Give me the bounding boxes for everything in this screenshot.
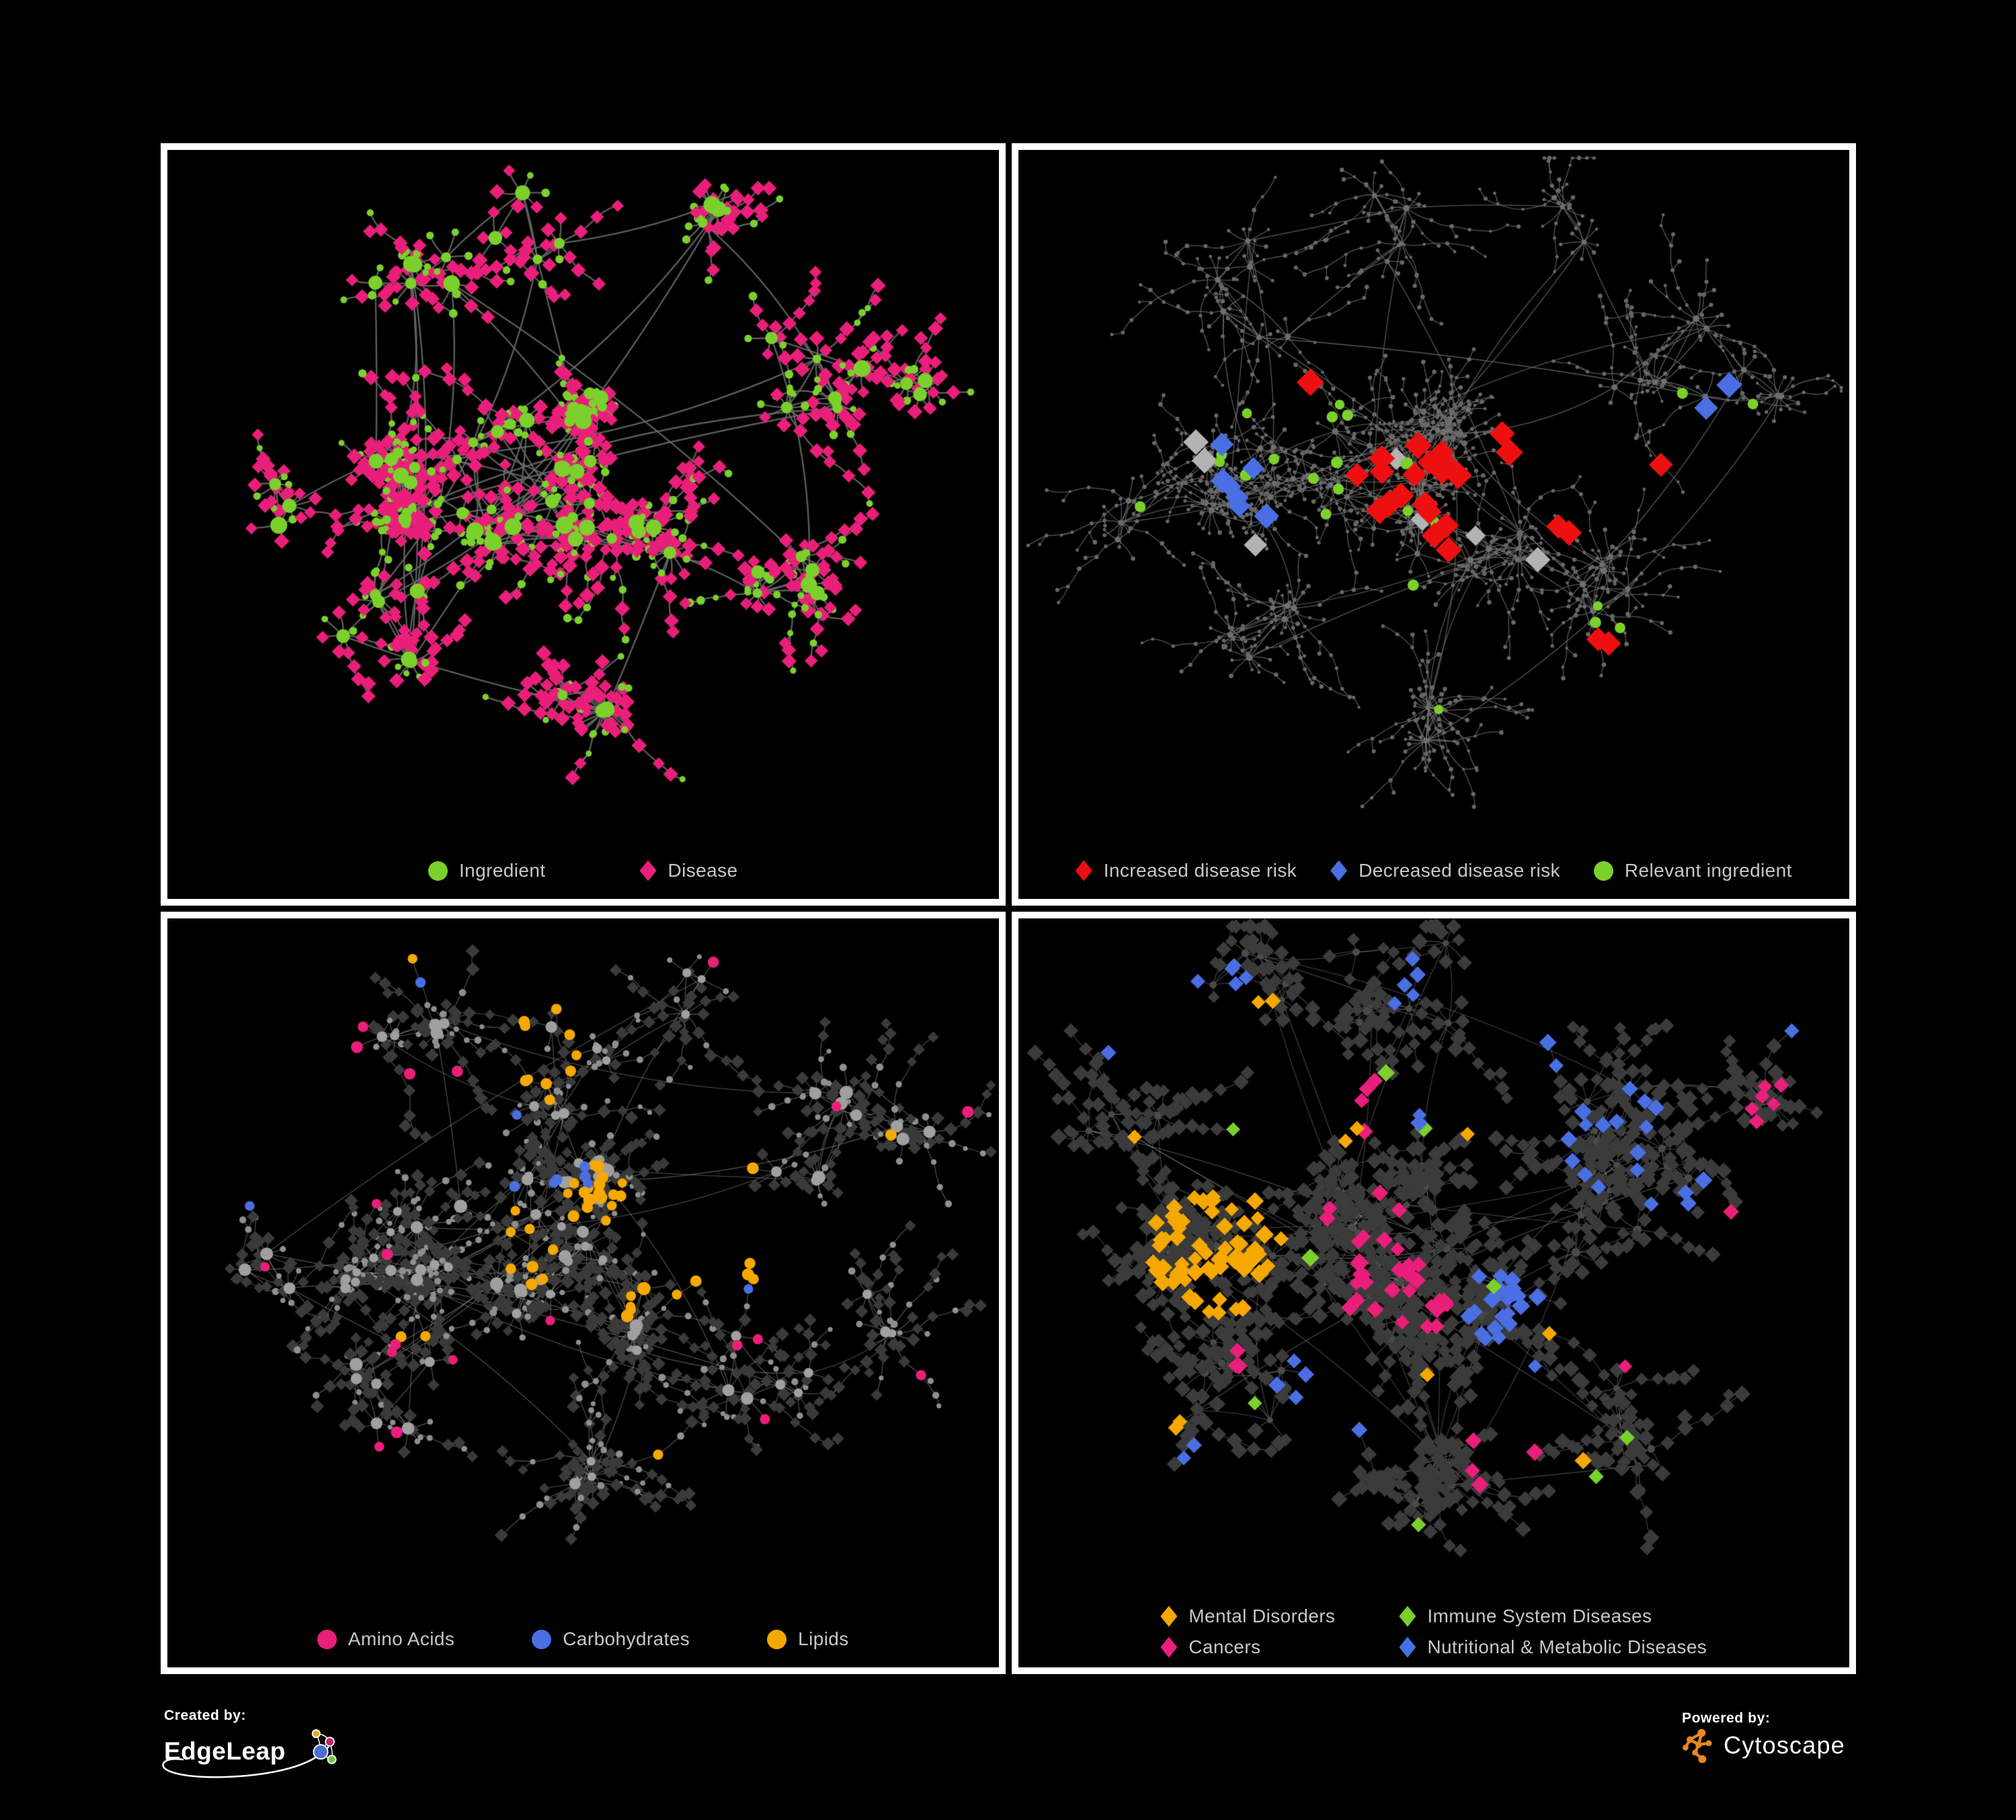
edgeleap-node-green <box>327 1754 337 1764</box>
edgeleap-node-magenta <box>325 1737 335 1747</box>
edgeleap-wordmark: EdgeLeap <box>164 1737 286 1766</box>
circle-marker-icon <box>767 1629 787 1649</box>
diamond-marker-icon <box>1330 860 1348 881</box>
legend-item-cancers: Cancers <box>1160 1636 1335 1658</box>
network-canvas-disease-categories <box>1018 918 1849 1667</box>
circle-marker-icon <box>428 861 448 881</box>
cytoscape-wordmark: Cytoscape <box>1724 1731 1845 1759</box>
legend-item-immune-system-diseases: Immune System Diseases <box>1399 1606 1707 1627</box>
legend-label: Relevant ingredient <box>1624 860 1792 881</box>
legend-item-carbohydrates: Carbohydrates <box>532 1628 690 1650</box>
cytoscape-logo-icon <box>1683 1729 1712 1763</box>
edgeleap-logo-icon <box>311 1729 337 1764</box>
legend-label: Lipids <box>798 1628 849 1649</box>
legend-label: Decreased disease risk <box>1359 860 1560 881</box>
network-panels-grid: Ingredient Disease Increased disease risk… <box>161 143 1856 1674</box>
diamond-marker-icon <box>1160 1636 1178 1658</box>
legend-label: Disease <box>668 860 738 881</box>
edgeleap-node-blue <box>313 1744 329 1760</box>
legend-label: Cancers <box>1188 1636 1261 1657</box>
cytoscape-branding: Powered by: <box>1682 1710 1845 1763</box>
edgeleap-swoosh-icon <box>162 1746 329 1778</box>
legend-label: Nutritional & Metabolic Diseases <box>1427 1636 1707 1657</box>
legend-item-disease: Disease <box>639 860 738 881</box>
panel-nutrients: Amino Acids Carbohydrates Lipids <box>161 912 1006 1674</box>
edgeleap-node-orange <box>311 1729 321 1739</box>
legend-label: Increased disease risk <box>1103 860 1297 881</box>
circle-marker-icon <box>1593 861 1613 881</box>
panel-ingredient-disease: Ingredient Disease <box>161 143 1006 906</box>
powered-by-label: Powered by: <box>1682 1710 1771 1726</box>
legend-ingredient-disease: Ingredient Disease <box>167 860 999 881</box>
panel-disease-risk: Increased disease risk Decreased disease … <box>1011 143 1856 906</box>
panel-disease-categories: Mental Disorders Immune System Diseases Ca… <box>1011 912 1856 1674</box>
legend-item-increased-disease-risk: Increased disease risk <box>1075 860 1297 881</box>
diamond-marker-icon <box>1075 860 1092 881</box>
legend-label: Immune System Diseases <box>1427 1606 1652 1626</box>
edgeleap-lockup: EdgeLeap <box>162 1727 338 1778</box>
diamond-marker-icon <box>639 860 657 881</box>
circle-marker-icon <box>532 1629 552 1649</box>
legend-item-ingredient: Ingredient <box>428 860 546 881</box>
cytoscape-lockup: Cytoscape <box>1682 1728 1845 1763</box>
diamond-marker-icon <box>1160 1606 1178 1627</box>
diamond-marker-icon <box>1399 1636 1416 1658</box>
network-canvas-ingredient-disease <box>167 150 999 899</box>
legend-label: Carbohydrates <box>563 1628 690 1649</box>
legend-disease-categories: Mental Disorders Immune System Diseases Ca… <box>1018 1606 1850 1658</box>
diamond-marker-icon <box>1399 1606 1416 1627</box>
legend-label: Mental Disorders <box>1188 1606 1336 1626</box>
edgeleap-branding: Created by: EdgeLeap <box>162 1708 338 1778</box>
legend-item-lipids: Lipids <box>767 1628 849 1650</box>
created-by-label: Created by: <box>164 1708 247 1723</box>
circle-marker-icon <box>317 1629 337 1649</box>
network-canvas-disease-risk <box>1018 150 1849 899</box>
legend-item-relevant-ingredient: Relevant ingredient <box>1593 860 1792 881</box>
legend-item-mental-disorders: Mental Disorders <box>1160 1606 1335 1627</box>
legend-disease-risk: Increased disease risk Decreased disease … <box>1018 860 1850 881</box>
legend-item-amino-acids: Amino Acids <box>317 1628 454 1650</box>
legend-label: Ingredient <box>458 860 546 881</box>
legend-label: Amino Acids <box>348 1628 455 1649</box>
legend-item-nutritional-metabolic-diseases: Nutritional & Metabolic Diseases <box>1399 1636 1707 1658</box>
legend-item-decreased-disease-risk: Decreased disease risk <box>1330 860 1560 881</box>
network-canvas-nutrients <box>167 918 999 1667</box>
legend-nutrients: Amino Acids Carbohydrates Lipids <box>167 1628 999 1650</box>
